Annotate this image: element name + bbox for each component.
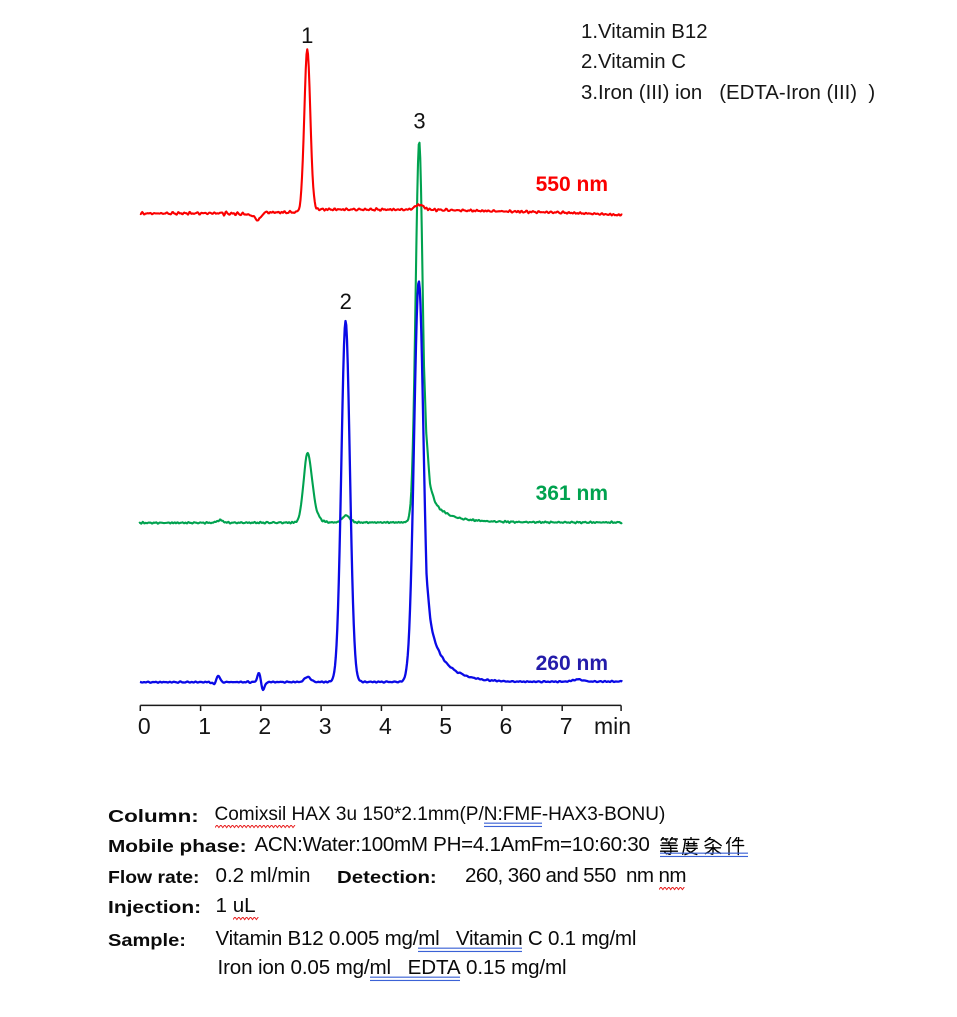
svg-text:1: 1 [198,713,211,739]
svg-text:min: min [594,713,631,739]
svg-text:5: 5 [439,713,452,739]
svg-text:550 nm: 550 nm [536,173,608,196]
svg-text:2: 2 [340,289,352,314]
svg-text:1: 1 [301,23,313,48]
svg-text:3: 3 [413,109,425,134]
svg-text:4: 4 [379,713,392,739]
svg-text:7: 7 [560,713,573,739]
svg-text:260 nm: 260 nm [536,652,608,675]
svg-text:0: 0 [138,713,151,739]
svg-text:6: 6 [500,713,513,739]
svg-text:361 nm: 361 nm [536,482,608,505]
svg-text:3: 3 [319,713,332,739]
svg-text:2: 2 [258,713,271,739]
